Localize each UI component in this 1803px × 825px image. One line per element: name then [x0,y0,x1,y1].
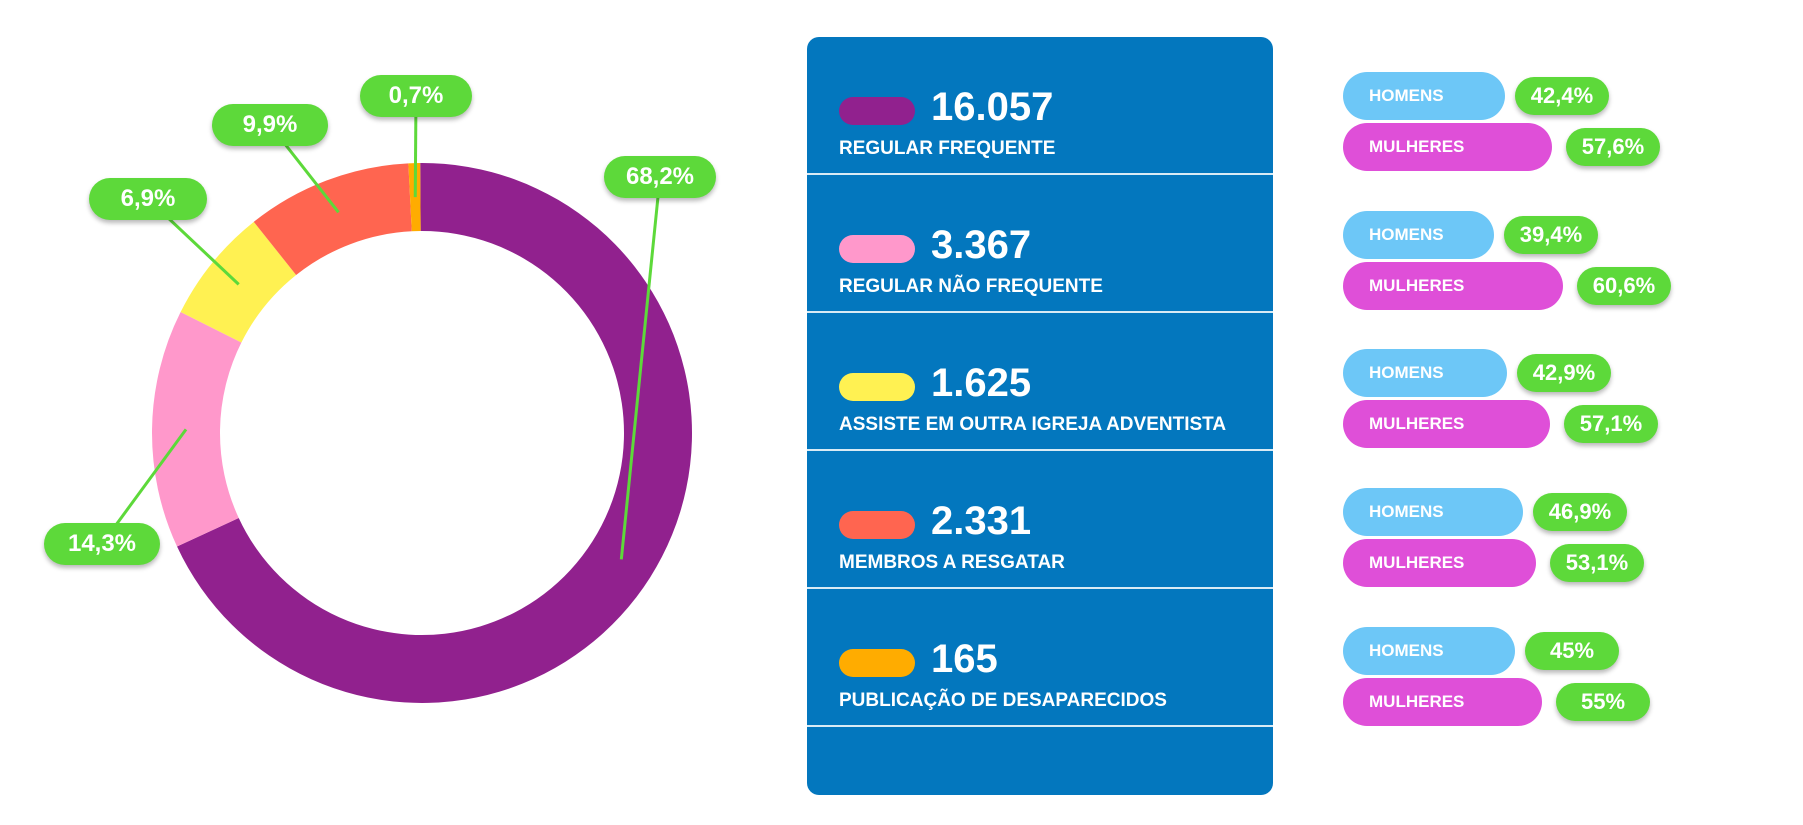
legend-swatch [839,373,915,401]
donut-slice [408,163,421,232]
women-percent-label: 53,1% [1550,544,1644,582]
legend-swatch [839,97,915,125]
men-bar: HOMENS [1343,72,1505,120]
women-bar: MULHERES [1343,400,1550,448]
men-bar: HOMENS [1343,349,1507,397]
legend-value: 1.625 [931,361,1032,405]
men-bar: HOMENS [1343,211,1494,259]
legend-row: 1.625 ASSISTE EM OUTRA IGREJA ADVENTISTA [807,313,1273,451]
legend-label: PUBLICAÇÃO DE DESAPARECIDOS [839,690,1167,711]
legend-row: 3.367 REGULAR NÃO FREQUENTE [807,175,1273,313]
women-percent-label: 60,6% [1577,267,1671,305]
men-bar: HOMENS [1343,488,1523,536]
legend-row: 16.057 REGULAR FREQUENTE [807,37,1273,175]
legend-value: 165 [931,637,998,681]
legend-value: 2.331 [931,499,1032,543]
men-percent-label: 42,4% [1515,77,1609,115]
slice-percent-label: 6,9% [89,178,207,220]
donut-slice [253,163,412,276]
legend-label: MEMBROS A RESGATAR [839,552,1065,573]
men-percent-label: 46,9% [1533,493,1627,531]
legend-label: REGULAR NÃO FREQUENTE [839,276,1103,297]
men-percent-label: 39,4% [1504,216,1598,254]
legend-label: REGULAR FREQUENTE [839,138,1056,159]
legend-label: ASSISTE EM OUTRA IGREJA ADVENTISTA [839,414,1227,435]
men-percent-label: 45% [1525,632,1619,670]
slice-percent-label: 14,3% [44,523,160,565]
women-bar: MULHERES [1343,262,1563,310]
slice-percent-label: 0,7% [360,75,472,117]
slice-percent-label: 9,9% [212,104,328,146]
men-bar: HOMENS [1343,627,1515,675]
donut-chart [100,95,692,703]
legend-swatch [839,235,915,263]
women-percent-label: 55% [1556,683,1650,721]
women-bar: MULHERES [1343,123,1552,171]
donut-slice [152,312,242,547]
women-bar: MULHERES [1343,678,1542,726]
legend-row: 2.331 MEMBROS A RESGATAR [807,451,1273,589]
legend-row: 165 PUBLICAÇÃO DE DESAPARECIDOS [807,589,1273,727]
leader-line [619,176,662,560]
slice-percent-label: 68,2% [604,156,716,198]
women-percent-label: 57,1% [1564,405,1658,443]
legend-panel: 16.057 REGULAR FREQUENTE 3.367 REGULAR NÃO … [807,37,1273,795]
men-percent-label: 42,9% [1517,354,1611,392]
legend-value: 16.057 [931,85,1054,129]
women-bar: MULHERES [1343,539,1536,587]
women-percent-label: 57,6% [1566,128,1660,166]
legend-swatch [839,649,915,677]
legend-value: 3.367 [931,223,1032,267]
legend-swatch [839,511,915,539]
